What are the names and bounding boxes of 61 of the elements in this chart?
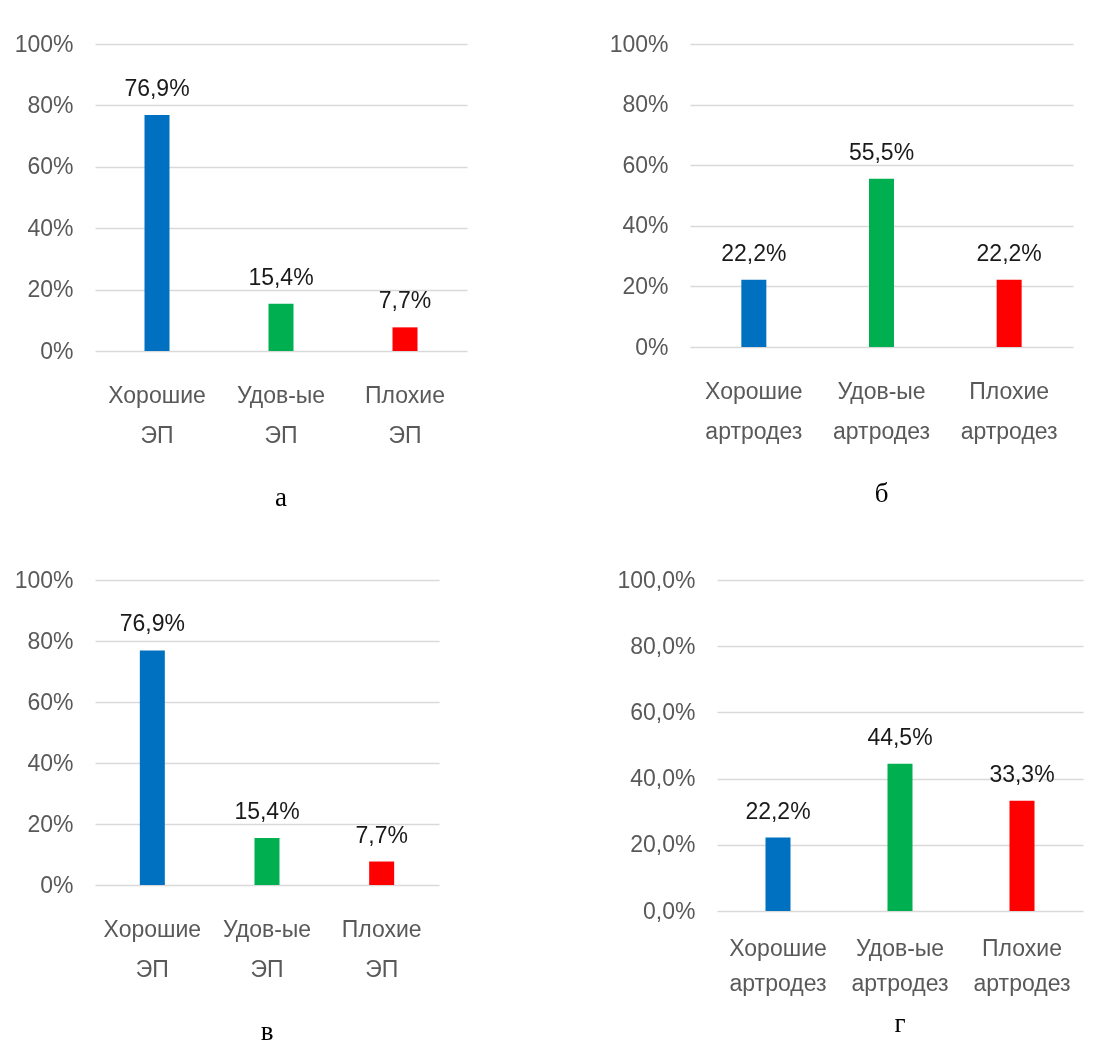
y-tick-label: 40% <box>27 214 74 241</box>
text: б <box>874 478 889 508</box>
text: г <box>894 1008 906 1038</box>
y-tick-label: 60% <box>27 688 74 715</box>
y-tick-label: 0% <box>635 333 669 360</box>
y-tick-label: 20% <box>27 276 74 303</box>
x-tick-label: Плохие ЭП <box>365 381 445 448</box>
data-label: 76,9% <box>119 610 185 637</box>
y-tick-label: 40% <box>27 749 74 776</box>
bar <box>139 650 165 885</box>
y-tick-label: 80% <box>622 91 669 118</box>
y-tick-label: 60% <box>27 153 74 180</box>
x-tick-label: Хорошие артродез <box>705 377 803 444</box>
bar <box>254 838 280 885</box>
x-tick-label: Удов-ые артродез <box>833 377 930 444</box>
bar <box>369 861 395 885</box>
bar <box>887 763 913 911</box>
x-tick-label: Хорошие ЭП <box>103 915 202 982</box>
x-tick-label: Хорошие ЭП <box>108 381 206 448</box>
bar <box>765 837 791 911</box>
y-tick-label: 100,0% <box>617 566 696 593</box>
data-label: 76,9% <box>124 74 190 101</box>
x-tick-label: Хорошие артродез <box>729 934 827 996</box>
x-tick-label: Удов-ые ЭП <box>236 381 326 448</box>
data-label: 33,3% <box>989 760 1055 787</box>
data-label: 7,7% <box>355 821 408 848</box>
y-tick-label: 40% <box>622 212 669 239</box>
bar <box>268 303 294 351</box>
bar <box>392 327 418 351</box>
y-tick-label: 40,0% <box>630 765 696 792</box>
y-tick-label: 0,0% <box>643 897 696 924</box>
x-tick-label: Плохие артродез <box>973 934 1071 996</box>
y-tick-label: 20,0% <box>630 831 696 858</box>
y-tick-label: 80% <box>27 627 74 654</box>
text: в <box>260 1016 274 1046</box>
data-label: 15,4% <box>248 263 314 290</box>
y-tick-label: 60% <box>622 151 669 178</box>
x-tick-label: Удов-ые артродез <box>851 934 949 996</box>
y-tick-label: 0% <box>40 871 74 898</box>
bar <box>1009 800 1035 911</box>
data-label: 22,2% <box>721 239 787 266</box>
bar <box>144 114 170 351</box>
y-tick-label: 60,0% <box>630 698 696 725</box>
y-tick-label: 100% <box>609 30 669 57</box>
data-label: 7,7% <box>378 287 432 314</box>
x-tick-label: Плохие артродез <box>960 377 1058 444</box>
data-label: 22,2% <box>976 239 1042 266</box>
y-tick-label: 100% <box>14 30 74 57</box>
y-tick-label: 20% <box>27 810 74 837</box>
text: а <box>275 482 288 512</box>
data-label: 15,4% <box>234 798 300 825</box>
y-tick-label: 80% <box>27 91 74 118</box>
x-tick-label: Удов-ые ЭП <box>222 915 312 982</box>
y-tick-label: 0% <box>40 337 74 364</box>
data-label: 22,2% <box>745 797 811 824</box>
x-tick-label: Плохие ЭП <box>341 915 422 982</box>
y-tick-label: 100% <box>14 566 74 593</box>
y-tick-label: 80,0% <box>630 632 696 659</box>
data-label: 55,5% <box>848 138 915 165</box>
y-tick-label: 20% <box>622 272 669 299</box>
data-label: 44,5% <box>867 723 933 750</box>
